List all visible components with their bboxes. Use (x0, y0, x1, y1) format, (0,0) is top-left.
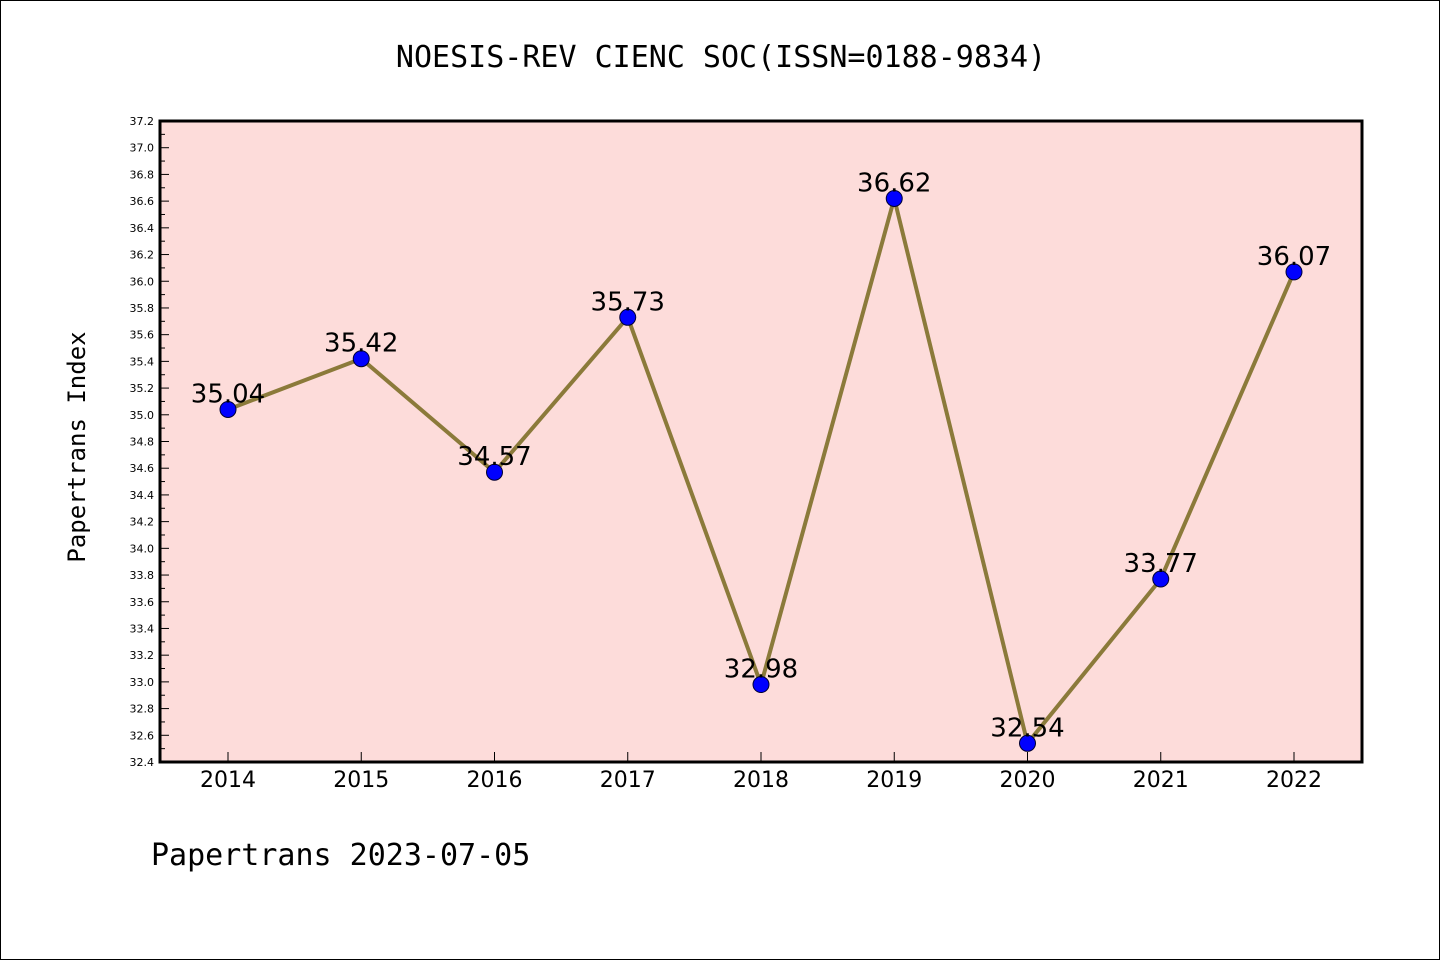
y-tick-label: 34.0 (130, 542, 155, 555)
y-tick-label: 35.4 (130, 355, 155, 368)
y-tick-label: 34.6 (130, 462, 155, 475)
y-tick-label: 36.6 (130, 195, 155, 208)
y-tick-label: 35.6 (130, 329, 155, 342)
x-axis-ticks: 2014 2015 2016 2017 2018 2019 2020 2021 2022 (200, 752, 1322, 793)
y-axis-label: Papertrans Index (63, 331, 91, 562)
y-tick-label: 33.6 (130, 596, 155, 609)
data-point-marker (885, 189, 903, 207)
y-tick-label: 36.0 (130, 275, 155, 288)
data-point-marker (1285, 263, 1303, 281)
x-tick-label: 2014 (200, 768, 256, 793)
data-point-label: 36.07 (1257, 242, 1331, 272)
y-tick-label: 32.4 (130, 756, 155, 769)
y-tick-label: 37.2 (130, 115, 155, 128)
data-point-marker (219, 400, 237, 418)
data-point-marker (752, 676, 770, 694)
data-point-label: 35.42 (324, 329, 398, 359)
x-tick-label: 2022 (1266, 768, 1322, 793)
data-point-label: 36.62 (857, 168, 931, 198)
y-axis-ticks: 32.4 32.6 32.8 33.0 33.2 33.4 33.6 33.8 34.0 34.2… (130, 115, 169, 769)
y-tick-label: 34.4 (130, 489, 155, 502)
y-tick-label: 36.4 (130, 222, 155, 235)
x-tick-label: 2021 (1133, 768, 1189, 793)
x-tick-label: 2017 (600, 768, 656, 793)
data-point-marker (1152, 570, 1170, 588)
y-tick-label: 32.8 (130, 703, 155, 716)
data-point-label: 35.73 (591, 287, 665, 317)
data-points (219, 189, 1303, 752)
data-point-label: 34.57 (457, 442, 531, 472)
y-tick-label: 36.2 (130, 249, 155, 262)
y-tick-label: 33.8 (130, 569, 155, 582)
y-tick-label: 34.8 (130, 436, 155, 449)
footer-text: Papertrans 2023-07-05 (151, 838, 530, 873)
y-tick-label: 36.8 (130, 168, 155, 181)
data-point-marker (486, 463, 503, 481)
plot-area (158, 119, 1364, 764)
data-point-label: 32.54 (990, 713, 1064, 743)
y-tick-label: 35.8 (130, 302, 155, 315)
y-tick-label: 32.6 (130, 729, 155, 742)
data-point-label: 35.04 (191, 379, 265, 409)
y-tick-label: 33.0 (130, 676, 155, 689)
x-tick-label: 2020 (1000, 768, 1056, 793)
y-tick-label: 37.0 (130, 142, 155, 155)
x-tick-label: 2018 (733, 768, 789, 793)
y-tick-label: 35.2 (130, 382, 155, 395)
data-point-marker (1019, 734, 1036, 752)
y-tick-label: 33.4 (130, 622, 155, 635)
data-point-label: 32.98 (724, 655, 798, 685)
y-tick-label: 34.2 (130, 516, 155, 529)
data-point-marker (352, 350, 370, 368)
data-labels: 35.04 35.42 34.57 35.73 32.98 36.62 32.54 33.77… (191, 168, 1331, 743)
data-point-label: 33.77 (1124, 549, 1198, 579)
x-tick-label: 2015 (333, 768, 389, 793)
data-point-marker (619, 308, 637, 326)
x-tick-label: 2016 (467, 768, 523, 793)
y-tick-label: 35.0 (130, 409, 155, 422)
y-tick-label: 33.2 (130, 649, 155, 662)
chart-title: NOESIS-REV CIENC SOC(ISSN=0188-9834) (396, 40, 1046, 75)
x-tick-label: 2019 (866, 768, 922, 793)
